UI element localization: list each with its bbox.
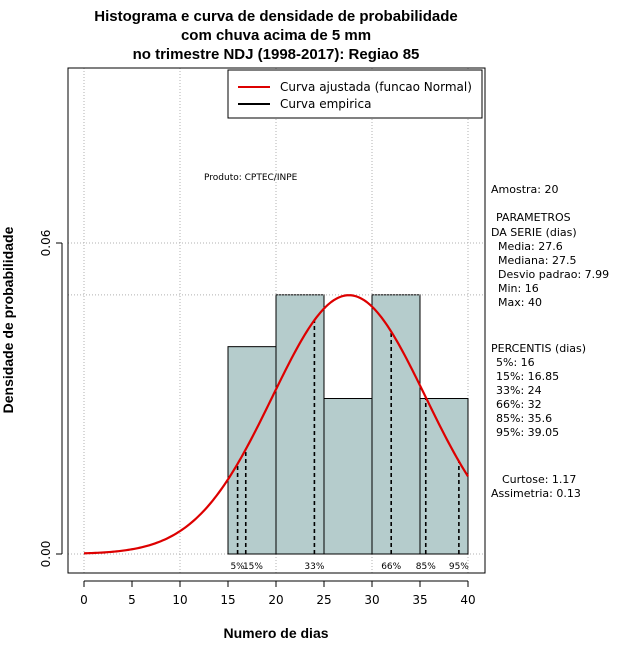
stat-amostra: Amostra: 20 — [491, 183, 558, 196]
legend: Curva ajustada (funcao Normal) Curva emp… — [227, 69, 483, 119]
x-tick-label-5: 5 — [128, 593, 136, 607]
histogram-bar-3 — [323, 398, 373, 555]
stat-p33: 33%: 24 — [496, 384, 542, 397]
y-axis-title: Densidade de probabilidade — [0, 226, 16, 413]
stat-da-serie-header: DA SERIE (dias) — [491, 226, 577, 239]
percentile-lines — [236, 320, 460, 554]
stat-p15: 15%: 16.85 — [496, 370, 559, 383]
stat-assimetria: Assimetria: 0.13 — [491, 487, 581, 500]
percentile-label-6: 95% — [449, 562, 469, 572]
percentile-labels: 5%15% 33% 66% 85% 95% — [230, 562, 469, 572]
chart-title-line-1: Histograma e curva de densidade de proba… — [94, 8, 457, 25]
x-tick-label-30: 30 — [364, 593, 379, 607]
chart-title: Histograma e curva de densidade de proba… — [94, 8, 457, 63]
percentile-label-5: 85% — [416, 562, 436, 572]
stat-p66: 66%: 32 — [496, 398, 542, 411]
histogram-bar-1 — [227, 346, 277, 555]
x-tick-label-0: 0 — [80, 593, 88, 607]
normal-curve-layer — [83, 294, 469, 555]
y-axis: 0.00 0.06 — [39, 230, 63, 568]
chart-title-line-3: no trimestre NDJ (1998-2017): Regiao 85 — [133, 46, 420, 63]
x-tick-label-15: 15 — [220, 593, 235, 607]
x-tick-label-25: 25 — [316, 593, 331, 607]
histogram-bar-4 — [371, 294, 421, 555]
x-axis-title: Numero de dias — [223, 625, 328, 641]
stat-max: Max: 40 — [498, 296, 542, 309]
stat-mediana: Mediana: 27.5 — [498, 254, 576, 267]
x-tick-label-20: 20 — [268, 593, 283, 607]
y-tick-label-1: 0.06 — [39, 230, 53, 257]
statistics-panel: Amostra: 20 PARAMETROS DA SERIE (dias) M… — [491, 183, 609, 500]
stat-parametros-header: PARAMETROS — [496, 211, 571, 224]
x-tick-label-10: 10 — [172, 593, 187, 607]
histogram-bar-5 — [419, 398, 469, 555]
normal-curve — [83, 294, 469, 555]
x-axis: 0 5 10 15 20 25 30 35 40 — [80, 580, 476, 607]
percentile-label-2: 15% — [243, 562, 263, 572]
y-tick-label-0: 0.00 — [39, 541, 53, 568]
stat-p95: 95%: 39.05 — [496, 426, 559, 439]
plot-frame — [67, 67, 486, 574]
stat-media: Media: 27.6 — [498, 240, 563, 253]
percentile-label-1: 5% — [230, 562, 245, 572]
stat-curtose: Curtose: 1.17 — [502, 473, 576, 486]
legend-label-normal: Curva ajustada (funcao Normal) — [280, 80, 472, 94]
stat-p85: 85%: 35.6 — [496, 412, 552, 425]
stat-percentis-header: PERCENTIS (dias) — [491, 342, 586, 355]
chart-title-line-2: com chuva acima de 5 mm — [181, 27, 371, 44]
legend-box — [227, 69, 483, 119]
stat-desvio-padrao: Desvio padrao: 7.99 — [498, 268, 609, 281]
produto-label: Produto: CPTEC/INPE — [204, 173, 298, 183]
stat-p5: 5%: 16 — [496, 356, 535, 369]
x-tick-label-35: 35 — [412, 593, 427, 607]
x-tick-label-40: 40 — [460, 593, 475, 607]
histogram-bar-2 — [275, 294, 325, 555]
histogram-bars — [227, 294, 469, 555]
stat-min: Min: 16 — [498, 282, 539, 295]
percentile-label-4: 66% — [381, 562, 401, 572]
legend-label-empirica: Curva empirica — [280, 97, 371, 111]
percentile-label-3: 33% — [304, 562, 324, 572]
